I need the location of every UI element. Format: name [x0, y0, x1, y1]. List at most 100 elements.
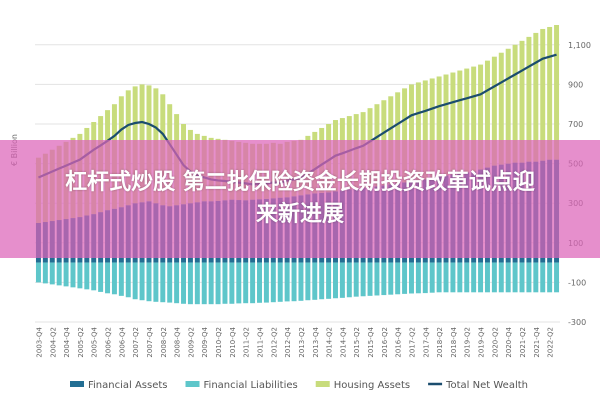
bar — [464, 68, 470, 173]
legend-label: Financial Assets — [88, 380, 168, 391]
bar — [402, 88, 408, 183]
bar — [408, 262, 414, 294]
bar — [84, 262, 90, 290]
x-tick-label: 2012-Q2 — [270, 327, 278, 358]
bar — [70, 262, 76, 288]
y-tick-label: -100 — [568, 278, 586, 287]
bar — [415, 262, 421, 294]
bar — [395, 262, 401, 295]
bar — [512, 262, 518, 293]
bar — [464, 262, 470, 293]
bar — [201, 262, 207, 305]
bar — [257, 262, 262, 303]
bar — [519, 40, 525, 163]
bar — [49, 262, 55, 285]
bar — [146, 262, 152, 302]
x-tick-label: 2014-Q4 — [339, 326, 347, 357]
bar — [319, 262, 325, 300]
bar — [533, 32, 539, 162]
legend-swatch — [185, 381, 200, 387]
x-tick-label: 2014-Q2 — [326, 327, 334, 358]
bar — [194, 262, 200, 305]
x-tick-label: 2013-Q4 — [312, 326, 320, 357]
bar — [236, 262, 242, 304]
x-tick-label: 2018-Q2 — [436, 327, 444, 358]
x-tick-label: 2010-Q4 — [229, 326, 237, 357]
bar — [402, 262, 408, 294]
legend-label: Total Net Wealth — [445, 380, 528, 391]
bar — [105, 262, 111, 294]
y-tick-label: 700 — [568, 120, 583, 129]
bar — [167, 262, 173, 303]
bar — [381, 262, 387, 296]
bar — [98, 262, 104, 292]
bar — [554, 25, 560, 160]
x-tick-label: 2008-Q4 — [174, 326, 182, 357]
bar — [160, 262, 166, 303]
bar — [118, 262, 124, 296]
x-tick-label: 2008-Q2 — [160, 327, 168, 358]
bar — [519, 262, 525, 293]
bar — [346, 262, 352, 298]
bar — [388, 262, 394, 295]
bar — [298, 262, 304, 301]
bar — [457, 262, 463, 293]
x-tick-label: 2007-Q2 — [132, 327, 140, 358]
x-tick-label: 2009-Q2 — [187, 327, 195, 358]
banner: 杠杆式炒股 第二批保险资金长期投资改革试点迎 来新进展 — [0, 140, 600, 258]
bar — [498, 52, 504, 165]
bar — [277, 262, 283, 302]
bar — [540, 28, 546, 161]
x-tick-label: 2018-Q4 — [450, 326, 458, 357]
bar — [471, 66, 477, 172]
bar — [333, 262, 338, 299]
bar — [408, 84, 414, 182]
x-tick-label: 2012-Q4 — [284, 326, 292, 357]
bar — [429, 262, 435, 293]
x-tick-label: 2006-Q4 — [118, 326, 126, 357]
x-tick-label: 2011-Q2 — [243, 327, 251, 358]
x-tick-label: 2005-Q2 — [77, 327, 85, 358]
bar — [374, 262, 380, 296]
y-tick-label: 1,100 — [568, 41, 591, 50]
bar — [436, 76, 442, 177]
bar — [450, 262, 456, 293]
x-tick-label: 2019-Q2 — [464, 327, 472, 358]
bar — [422, 80, 428, 180]
bar — [526, 36, 532, 162]
bar — [505, 48, 511, 164]
banner-line: 杠杆式炒股 第二批保险资金长期投资改革试点迎 — [65, 170, 535, 195]
bar — [478, 64, 484, 170]
bar — [291, 262, 297, 302]
legend-swatch — [70, 381, 84, 387]
bar — [305, 262, 311, 301]
bar — [547, 26, 553, 160]
bar — [547, 262, 553, 293]
bar — [395, 92, 401, 184]
x-tick-label: 2011-Q4 — [257, 326, 265, 357]
bar — [360, 262, 366, 297]
x-tick-label: 2015-Q4 — [367, 326, 375, 357]
bar — [181, 262, 187, 304]
x-tick-label: 2009-Q4 — [201, 326, 209, 357]
x-tick-label: 2005-Q4 — [91, 326, 99, 357]
x-tick-label: 2020-Q4 — [505, 326, 513, 357]
x-tick-label: 2007-Q4 — [146, 326, 154, 357]
bar — [208, 262, 214, 305]
bar — [284, 262, 290, 302]
bar — [457, 70, 463, 174]
bar — [491, 56, 497, 166]
x-tick-label: 2021-Q4 — [533, 326, 541, 357]
bar — [56, 262, 62, 286]
x-tick-label: 2017-Q4 — [422, 326, 430, 357]
bar — [312, 262, 318, 300]
bar — [436, 262, 442, 293]
x-tick-label: 2013-Q2 — [298, 327, 306, 358]
x-tick-label: 2016-Q2 — [381, 327, 389, 358]
x-tick-label: 2006-Q2 — [105, 327, 113, 358]
bar — [215, 262, 221, 305]
bar — [250, 262, 256, 304]
bar — [91, 262, 97, 291]
bar — [42, 262, 48, 284]
